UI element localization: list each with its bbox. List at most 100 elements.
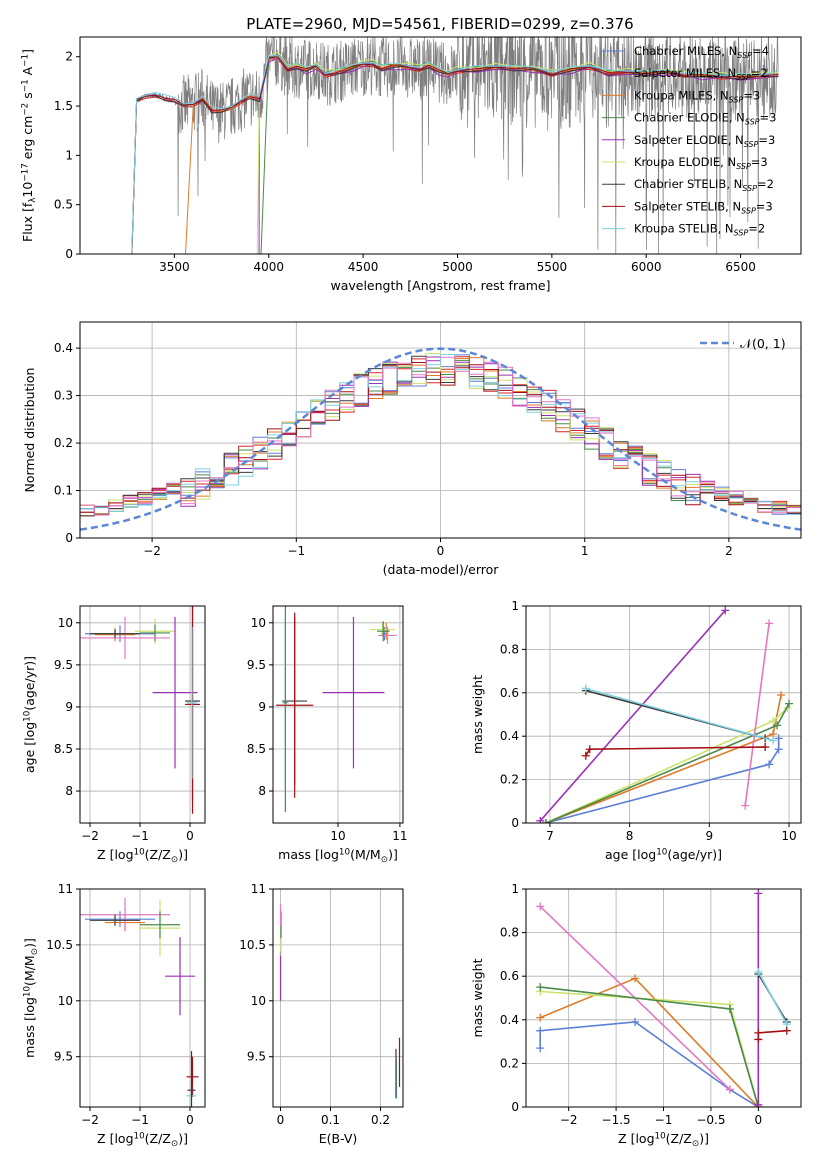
x-axis-label: Z [log10(Z/Z⊙)] [97, 1131, 188, 1149]
y-tick-label: 8 [65, 784, 73, 798]
legend-label: Chabrier STELIB, NSSP=2 [634, 177, 774, 193]
panel-mass_vs_ebv: 0 0.1 0.2 9.5 10 10.5 11 E(B-V) [239, 882, 404, 1146]
y-tick-label: 9.5 [54, 658, 73, 672]
plot-area [80, 347, 801, 531]
y-tick-label: 1.5 [54, 99, 73, 113]
weight-marker [581, 684, 590, 693]
y-tick-label: 0 [511, 1100, 519, 1114]
y-tick-label: 0.6 [500, 686, 519, 700]
weight-marker [536, 816, 545, 823]
weight-marker [536, 1013, 545, 1022]
x-axis-label: Z [log10(Z/Z⊙)] [97, 847, 188, 865]
x-tick-label: 6000 [631, 260, 662, 274]
y-tick-label: 2 [65, 50, 73, 64]
x-tick-label: −2 [143, 544, 161, 558]
x-tick-label: −1.5 [602, 1113, 631, 1127]
x-tick-label: 2 [725, 544, 733, 558]
panel-residuals: −2 −1 0 1 2 0 0.1 0.2 0.3 0.4 (data-model)/error No… [22, 321, 802, 577]
weight-line [744, 623, 770, 806]
weight-marker [754, 889, 763, 898]
legend-label: Chabrier MILES, NSSP=4 [634, 44, 769, 60]
x-tick-label: 8 [626, 829, 634, 843]
y-tick-label: 0.2 [500, 1056, 519, 1070]
y-tick-label: 0.3 [54, 389, 73, 403]
x-tick-label: 5000 [442, 260, 473, 274]
x-tick-label: 0.1 [321, 1113, 340, 1127]
x-tick-label: 11 [392, 829, 407, 843]
y-tick-label: 8 [258, 784, 266, 798]
x-axis-label: age [log10(age/yr)] [605, 847, 722, 862]
weight-marker [536, 1044, 545, 1053]
y-axis-label: Normed distribution [22, 368, 37, 493]
x-tick-label: 0 [437, 544, 445, 558]
legend-label: 𝒩(0, 1) [740, 336, 786, 351]
panel-weight_vs_z: −2 −1.5 −1 −0.5 0 0 0.2 0.4 0.6 0.8 1 Z [log10(Z/Z⊙… [470, 882, 802, 1149]
y-tick-label: 8.5 [54, 742, 73, 756]
weight-line [757, 971, 788, 1025]
y-axis-label: mass weight [470, 958, 485, 1037]
x-tick-label: 0 [277, 1113, 285, 1127]
y-tick-label: 1 [511, 599, 519, 613]
weight-marker [754, 1100, 763, 1107]
x-tick-label: 10 [781, 829, 796, 843]
residual-legend: 𝒩(0, 1) [700, 336, 786, 351]
y-tick-label: 1 [65, 148, 73, 162]
weight-marker [774, 745, 783, 754]
weight-marker [785, 699, 794, 708]
legend-label: Salpeter STELIB, NSSP=3 [634, 199, 773, 215]
axes-frame: 3500 4000 4500 5000 5500 6000 6500 0 0.5 1 1.5 2 wav… [20, 36, 802, 293]
weight-marker [741, 801, 750, 810]
residual-histogram [80, 356, 801, 516]
x-axis-label: wavelength [Angstrom, rest frame] [330, 278, 550, 293]
x-tick-label: 4500 [348, 260, 379, 274]
axes-border [525, 605, 802, 824]
y-tick-label: 0.8 [500, 642, 519, 656]
weight-marker [765, 619, 774, 628]
weight-marker [754, 1028, 763, 1037]
x-tick-label: −2 [81, 829, 99, 843]
panel-weight_vs_age: 7 8 9 10 0 0.2 0.4 0.6 0.8 1 age [log10(age/yr)] ma… [470, 599, 802, 862]
x-tick-label: 0 [186, 829, 194, 843]
weight-marker [769, 736, 778, 745]
x-axis-label: (data-model)/error [383, 562, 500, 577]
weight-line [540, 986, 760, 1107]
x-tick-label: 6500 [725, 260, 756, 274]
weight-marker [721, 606, 730, 615]
x-axis-label: E(B-V) [319, 1131, 358, 1146]
weight-marker [725, 1004, 734, 1013]
weight-line [545, 703, 790, 823]
y-tick-label: 9.5 [247, 1050, 266, 1064]
x-tick-label: 7 [546, 829, 554, 843]
y-tick-label: 10 [58, 616, 73, 630]
weight-line [757, 1029, 787, 1040]
axes-border [79, 888, 206, 1108]
y-tick-label: 0.4 [500, 729, 519, 743]
weight-line [585, 687, 774, 742]
y-tick-label: 11 [251, 882, 266, 896]
x-tick-label: 3500 [159, 260, 190, 274]
weight-marker [754, 967, 763, 976]
x-tick-label: 0 [755, 1113, 763, 1127]
y-tick-label: 0.2 [54, 436, 73, 450]
panel-age_vs_z: −2 −1 0 8 8.5 9 9.5 10 Z [log10(Z/Z⊙)] age [log10… [22, 605, 206, 865]
axes-frame: 10 11 8 8.5 9 9.5 10 mass [log10(M/M⊙)] [247, 605, 408, 865]
x-tick-label: 0 [186, 1113, 194, 1127]
plot-area [80, 897, 199, 1107]
panel-age_vs_mass: 10 11 8 8.5 9 9.5 10 mass [log10(M/M⊙)] [247, 605, 408, 865]
legend-label: Kroupa MILES, NSSP=3 [634, 88, 760, 104]
x-tick-label: 5500 [537, 260, 568, 274]
x-tick-label: 4000 [253, 260, 284, 274]
y-tick-label: 0.5 [54, 198, 73, 212]
weight-marker [631, 974, 640, 983]
spectrum-data-line [132, 37, 779, 254]
weight-line [539, 977, 759, 1107]
weight-marker [725, 1085, 734, 1094]
weight-marker [536, 902, 545, 911]
weight-line [539, 609, 726, 822]
plot-area [276, 606, 397, 813]
axes-frame: 0 0.1 0.2 9.5 10 10.5 11 E(B-V) [239, 882, 404, 1146]
axes-border [79, 36, 802, 255]
weight-marker [769, 717, 778, 726]
legend-label: Salpeter MILES, NSSP=2 [634, 66, 768, 82]
